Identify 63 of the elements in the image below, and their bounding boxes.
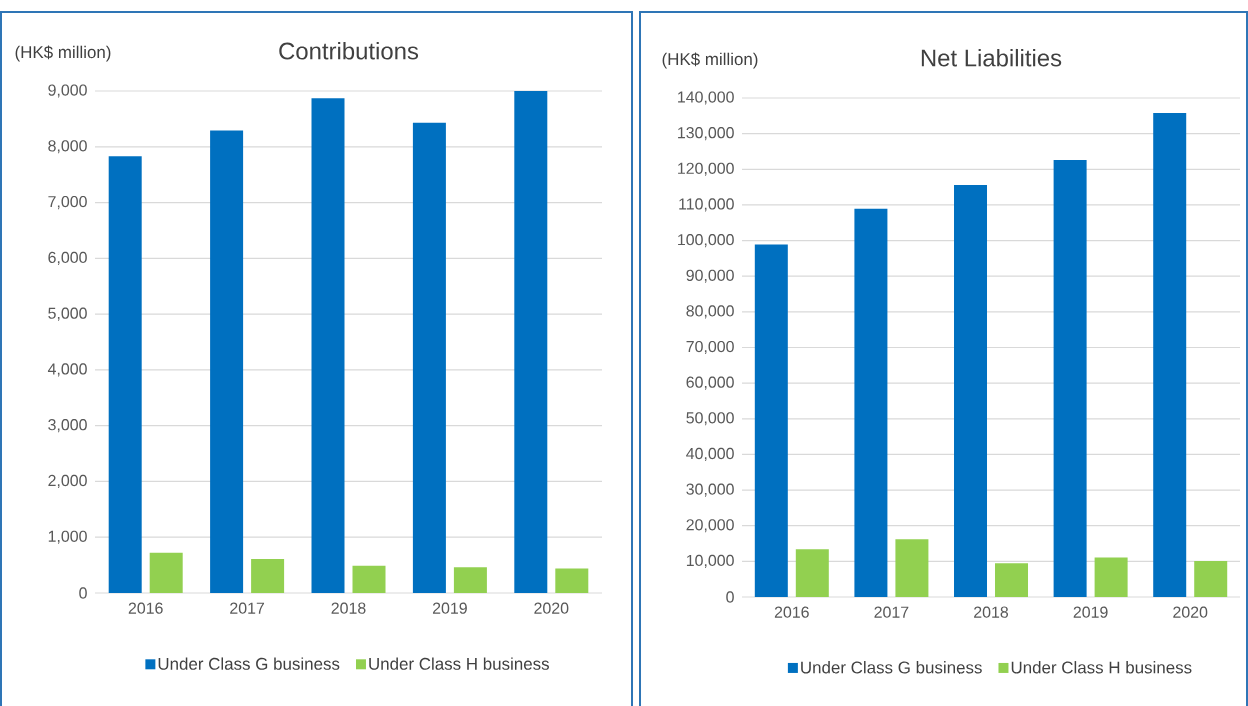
bar xyxy=(453,567,487,593)
legend-label: Under Class G business xyxy=(158,657,340,670)
bar xyxy=(412,122,446,593)
x-tick-label: 2017 xyxy=(230,602,265,614)
y-tick-label: 20,000 xyxy=(686,519,734,533)
chart-title: Contributions xyxy=(279,41,419,60)
y-tick-label: 8,000 xyxy=(48,140,87,154)
y-tick-label: 50,000 xyxy=(686,412,734,426)
y-tick-label: 2,000 xyxy=(48,474,87,489)
y-tick-label: 4,000 xyxy=(47,363,87,377)
bar xyxy=(311,98,345,593)
bar xyxy=(795,549,829,597)
x-tick-label: 2017 xyxy=(874,606,909,618)
y-tick-label: 140,000 xyxy=(678,91,734,105)
bar xyxy=(251,558,285,593)
y-tick-label: 40,000 xyxy=(686,447,734,461)
bar xyxy=(352,565,386,593)
bar xyxy=(1053,160,1087,597)
bar xyxy=(854,208,888,597)
y-tick-label: 10,000 xyxy=(686,554,734,568)
y-tick-label: 60,000 xyxy=(686,376,734,390)
legend-label: Under Class H business xyxy=(1011,661,1192,674)
bar xyxy=(149,552,183,593)
y-tick-label: 120,000 xyxy=(678,162,734,176)
x-tick-label: 2020 xyxy=(1173,606,1208,618)
x-tick-label: 2019 xyxy=(432,602,467,614)
y-tick-label: 90,000 xyxy=(686,269,734,283)
y-tick-label: 9,000 xyxy=(48,84,87,98)
y-tick-label: 5,000 xyxy=(48,307,87,321)
bar xyxy=(1194,561,1228,597)
y-tick-label: 100,000 xyxy=(678,233,734,248)
bar xyxy=(754,244,788,597)
chart-title: Net Liabilities xyxy=(921,48,1062,67)
y-tick-label: 3,000 xyxy=(48,419,87,433)
y-tick-label: 80,000 xyxy=(686,305,734,319)
legend-label: Under Class G business xyxy=(801,661,982,674)
x-tick-label: 2016 xyxy=(774,606,809,618)
x-tick-label: 2018 xyxy=(331,602,366,614)
bar xyxy=(1153,112,1187,597)
bar xyxy=(1094,557,1128,597)
x-tick-label: 2020 xyxy=(534,602,569,614)
bar xyxy=(895,539,929,597)
bar xyxy=(555,568,589,593)
x-tick-label: 2018 xyxy=(974,606,1009,618)
legend-label: Under Class H business xyxy=(369,657,549,670)
y-axis-title: (HK$ million) xyxy=(662,52,758,69)
y-tick-label: 7,000 xyxy=(48,195,87,210)
x-tick-label: 2016 xyxy=(128,602,163,614)
bar xyxy=(995,563,1029,597)
bar xyxy=(514,91,548,593)
x-tick-label: 2019 xyxy=(1073,606,1108,618)
y-tick-label: 6,000 xyxy=(48,251,87,265)
y-tick-label: 110,000 xyxy=(679,198,734,212)
y-tick-label: 0 xyxy=(726,591,734,603)
y-tick-label: 1,000 xyxy=(48,530,87,544)
bar xyxy=(954,184,988,597)
y-axis-title: (HK$ million) xyxy=(15,45,111,62)
y-tick-label: 70,000 xyxy=(686,340,734,355)
y-tick-label: 0 xyxy=(79,587,87,599)
y-tick-label: 130,000 xyxy=(678,127,734,141)
y-tick-label: 30,000 xyxy=(686,483,734,497)
bar xyxy=(108,156,142,593)
bar xyxy=(210,130,244,593)
